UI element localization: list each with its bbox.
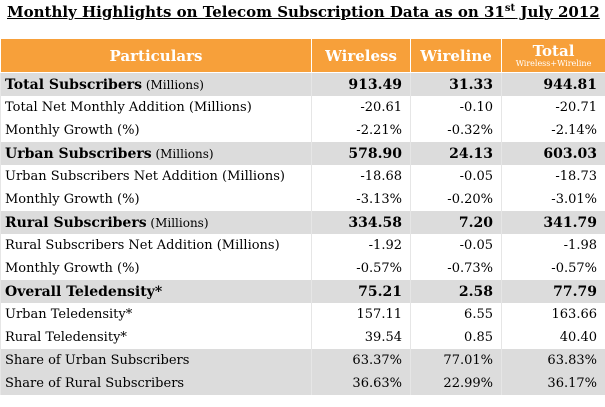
- cell-wireless: -0.57%: [311, 257, 411, 280]
- cell-wireline: 31.33: [410, 72, 502, 96]
- row-label: Urban Subscribers Net Addition (Millions…: [0, 165, 312, 188]
- cell-wireless: 913.49: [311, 72, 411, 96]
- header-wireline: Wireline: [410, 38, 502, 73]
- page-title: Monthly Highlights on Telecom Subscripti…: [0, 0, 605, 24]
- cell-wireline: -0.05: [410, 165, 502, 188]
- cell-total: 603.03: [501, 142, 605, 165]
- row-label: Monthly Growth (%): [0, 257, 312, 280]
- table-row: Monthly Growth (%) -3.13% -0.20% -3.01%: [0, 188, 605, 211]
- cell-total: 163.66: [501, 303, 605, 326]
- table-row: Rural Subscribers Net Addition (Millions…: [0, 234, 605, 257]
- cell-total: 63.83%: [501, 349, 605, 372]
- cell-wireline: 77.01%: [410, 349, 502, 372]
- table-row: Urban Subscribers Net Addition (Millions…: [0, 165, 605, 188]
- table-header-row: Particulars Wireless Wireline Total Wire…: [0, 38, 605, 73]
- row-label: Monthly Growth (%): [0, 188, 312, 211]
- cell-wireless: 63.37%: [311, 349, 411, 372]
- row-label: Urban Subscribers (Millions): [0, 142, 312, 165]
- cell-wireline: 7.20: [410, 211, 502, 234]
- cell-wireline: -0.32%: [410, 119, 502, 142]
- row-label: Overall Teledensity*: [0, 280, 312, 303]
- cell-wireline: -0.20%: [410, 188, 502, 211]
- cell-wireline: 2.58: [410, 280, 502, 303]
- cell-wireless: 578.90: [311, 142, 411, 165]
- cell-wireless: 39.54: [311, 326, 411, 349]
- row-label: Rural Subscribers Net Addition (Millions…: [0, 234, 312, 257]
- header-total: Total Wireless+Wireline: [501, 38, 605, 73]
- cell-wireless: 334.58: [311, 211, 411, 234]
- cell-wireline: 22.99%: [410, 372, 502, 395]
- cell-wireless: 75.21: [311, 280, 411, 303]
- cell-total: 36.17%: [501, 372, 605, 395]
- row-label: Total Net Monthly Addition (Millions): [0, 96, 312, 119]
- row-label: Share of Urban Subscribers: [0, 349, 312, 372]
- row-label: Rural Subscribers (Millions): [0, 211, 312, 234]
- header-particulars: Particulars: [0, 38, 312, 73]
- cell-total: -2.14%: [501, 119, 605, 142]
- cell-total: -20.71: [501, 96, 605, 119]
- table-row: Rural Teledensity* 39.54 0.85 40.40: [0, 326, 605, 349]
- row-label: Share of Rural Subscribers: [0, 372, 312, 395]
- table-row: Share of Rural Subscribers 36.63% 22.99% 36…: [0, 372, 605, 395]
- table-row: Overall Teledensity* 75.21 2.58 77.79: [0, 280, 605, 303]
- cell-total: -1.98: [501, 234, 605, 257]
- cell-wireless: -1.92: [311, 234, 411, 257]
- row-label: Monthly Growth (%): [0, 119, 312, 142]
- cell-wireline: -0.10: [410, 96, 502, 119]
- cell-wireless: 157.11: [311, 303, 411, 326]
- table-row: Monthly Growth (%) -0.57% -0.73% -0.57%: [0, 257, 605, 280]
- cell-wireless: -18.68: [311, 165, 411, 188]
- cell-total: -0.57%: [501, 257, 605, 280]
- cell-wireline: 6.55: [410, 303, 502, 326]
- cell-total: 77.79: [501, 280, 605, 303]
- header-total-label: Total: [532, 41, 575, 60]
- table-row: Urban Subscribers (Millions) 578.90 24.13 6…: [0, 142, 605, 165]
- row-label: Rural Teledensity*: [0, 326, 312, 349]
- cell-wireless: -2.21%: [311, 119, 411, 142]
- cell-wireless: 36.63%: [311, 372, 411, 395]
- subscription-table: Particulars Wireless Wireline Total Wire…: [0, 38, 605, 395]
- table-row: Monthly Growth (%) -2.21% -0.32% -2.14%: [0, 119, 605, 142]
- cell-wireline: 24.13: [410, 142, 502, 165]
- cell-total: -3.01%: [501, 188, 605, 211]
- title-prefix: Monthly Highlights on Telecom Subscripti…: [7, 3, 505, 21]
- table-row: Total Net Monthly Addition (Millions) -20…: [0, 96, 605, 119]
- cell-wireline: -0.05: [410, 234, 502, 257]
- table-row: Rural Subscribers (Millions) 334.58 7.20 34…: [0, 211, 605, 234]
- title-suffix: July 2012: [515, 3, 600, 21]
- table-row: Urban Teledensity* 157.11 6.55 163.66: [0, 303, 605, 326]
- cell-total: -18.73: [501, 165, 605, 188]
- row-label: Urban Teledensity*: [0, 303, 312, 326]
- row-label: Total Subscribers (Millions): [0, 72, 312, 96]
- table-row: Total Subscribers (Millions) 913.49 31.33 9…: [0, 72, 605, 96]
- cell-total: 944.81: [501, 72, 605, 96]
- cell-total: 40.40: [501, 326, 605, 349]
- title-superscript: st: [504, 3, 516, 14]
- cell-wireline: -0.73%: [410, 257, 502, 280]
- header-total-sublabel: Wireless+Wireline: [515, 58, 592, 68]
- cell-total: 341.79: [501, 211, 605, 234]
- cell-wireline: 0.85: [410, 326, 502, 349]
- header-wireless: Wireless: [311, 38, 411, 73]
- table-row: Share of Urban Subscribers 63.37% 77.01% 63…: [0, 349, 605, 372]
- cell-wireless: -20.61: [311, 96, 411, 119]
- cell-wireless: -3.13%: [311, 188, 411, 211]
